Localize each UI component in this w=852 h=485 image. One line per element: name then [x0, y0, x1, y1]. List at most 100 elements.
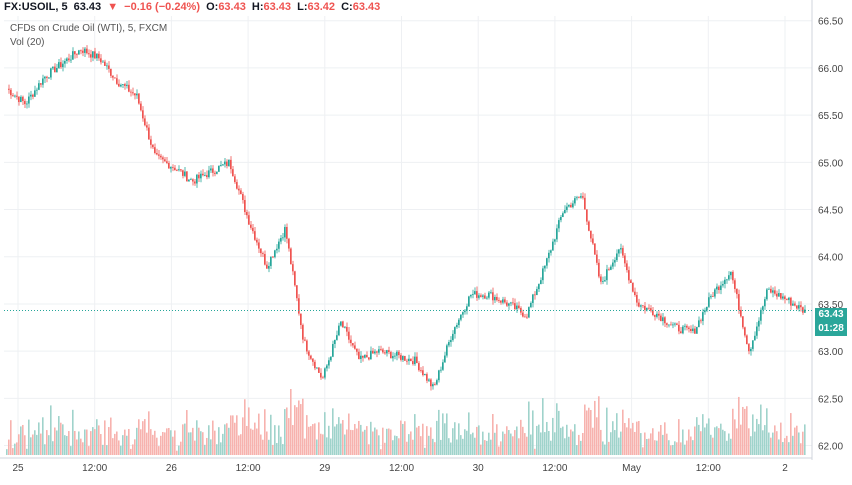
candle-body — [432, 384, 434, 387]
volume-bar — [290, 389, 292, 455]
candle-body — [524, 316, 526, 318]
volume-bar — [544, 432, 546, 455]
volume-bar — [792, 435, 794, 455]
volume-bar — [616, 413, 618, 455]
volume-bar — [432, 438, 434, 455]
volume-bar — [188, 432, 190, 455]
volume-bar — [274, 425, 276, 455]
volume-bar — [642, 447, 644, 455]
volume-bar — [570, 429, 572, 455]
volume-bar — [532, 410, 534, 455]
volume-bar — [62, 424, 64, 455]
candle-body — [212, 168, 214, 173]
candle-body — [392, 356, 394, 359]
candle-body — [492, 292, 494, 301]
candle-body — [460, 314, 462, 320]
y-axis-tick-label: 62.50 — [818, 394, 843, 405]
volume-bar — [678, 419, 680, 455]
volume-bar — [308, 426, 310, 455]
candle-body — [346, 326, 348, 332]
volume-bar — [614, 430, 616, 455]
volume-bar — [494, 432, 496, 455]
volume-bar — [124, 429, 126, 455]
volume-bar — [430, 427, 432, 455]
candle-body — [790, 297, 792, 306]
volume-bar — [414, 414, 416, 455]
volume-bar — [196, 420, 198, 455]
x-axis-tick-label: 12:00 — [82, 463, 107, 474]
volume-bar — [608, 441, 610, 455]
volume-bar — [736, 428, 738, 455]
candle-body — [800, 305, 802, 308]
candle-body — [766, 289, 768, 300]
x-axis-tick-label: 12:00 — [696, 463, 721, 474]
volume-bar — [462, 438, 464, 455]
candle-body — [130, 91, 132, 93]
candle-body — [168, 163, 170, 169]
volume-bar — [760, 404, 762, 455]
volume-bar — [316, 439, 318, 455]
volume-bar — [360, 424, 362, 455]
volume-bar — [220, 442, 222, 455]
candle-body — [698, 320, 700, 328]
candle-body — [142, 110, 144, 119]
volume-bar — [354, 424, 356, 455]
volume-bar — [30, 437, 32, 455]
volume-bar — [22, 424, 24, 455]
candle-body — [202, 173, 204, 176]
volume-bar — [142, 421, 144, 455]
candle-body — [362, 355, 364, 358]
volume-bar — [552, 417, 554, 455]
candle-body — [288, 238, 290, 249]
series-legend[interactable]: CFDs on Crude Oil (WTI), 5, FXCM — [10, 23, 168, 34]
candle-body — [646, 307, 648, 310]
candle-body — [652, 310, 654, 316]
volume-bar — [604, 444, 606, 455]
volume-bar — [748, 428, 750, 455]
volume-bar — [112, 438, 114, 455]
volume-legend[interactable]: Vol (20) — [10, 37, 45, 48]
volume-bar — [594, 400, 596, 455]
candle-body — [480, 295, 482, 297]
volume-bar — [454, 422, 456, 455]
volume-bar — [74, 430, 76, 455]
candle-body — [278, 241, 280, 249]
volume-bar — [458, 423, 460, 455]
candle-body — [558, 220, 560, 229]
candle-body — [264, 254, 266, 265]
volume-bar — [402, 423, 404, 455]
symbol-label[interactable]: FX:USOIL, 5 — [4, 1, 68, 13]
volume-bar — [254, 422, 256, 455]
volume-bar — [650, 433, 652, 455]
last-price-tag: 63.43 — [815, 308, 847, 322]
volume-bar — [302, 398, 304, 455]
volume-bar — [160, 435, 162, 455]
candle-body — [252, 227, 254, 232]
candle-body — [518, 305, 520, 309]
volume-bar — [258, 413, 260, 455]
candle-body — [196, 174, 198, 184]
candle-body — [260, 248, 262, 254]
candle-body — [700, 320, 702, 322]
volume-bar — [138, 419, 140, 455]
volume-bar — [408, 434, 410, 455]
candle-body — [314, 361, 316, 369]
candle-body — [222, 164, 224, 166]
candle-body — [780, 293, 782, 299]
volume-bar — [550, 440, 552, 455]
candle-body — [762, 306, 764, 310]
candle-body — [58, 62, 60, 69]
candle-body — [560, 216, 562, 221]
candle-body — [462, 312, 464, 315]
candle-body — [658, 313, 660, 316]
volume-bar — [276, 443, 278, 455]
candle-body — [632, 282, 634, 292]
volume-bar — [70, 446, 72, 455]
candle-body — [206, 175, 208, 178]
volume-bar — [478, 425, 480, 455]
volume-bar — [110, 417, 112, 455]
volume-bar — [690, 436, 692, 455]
candle-body — [30, 94, 32, 97]
candle-body — [406, 360, 408, 362]
